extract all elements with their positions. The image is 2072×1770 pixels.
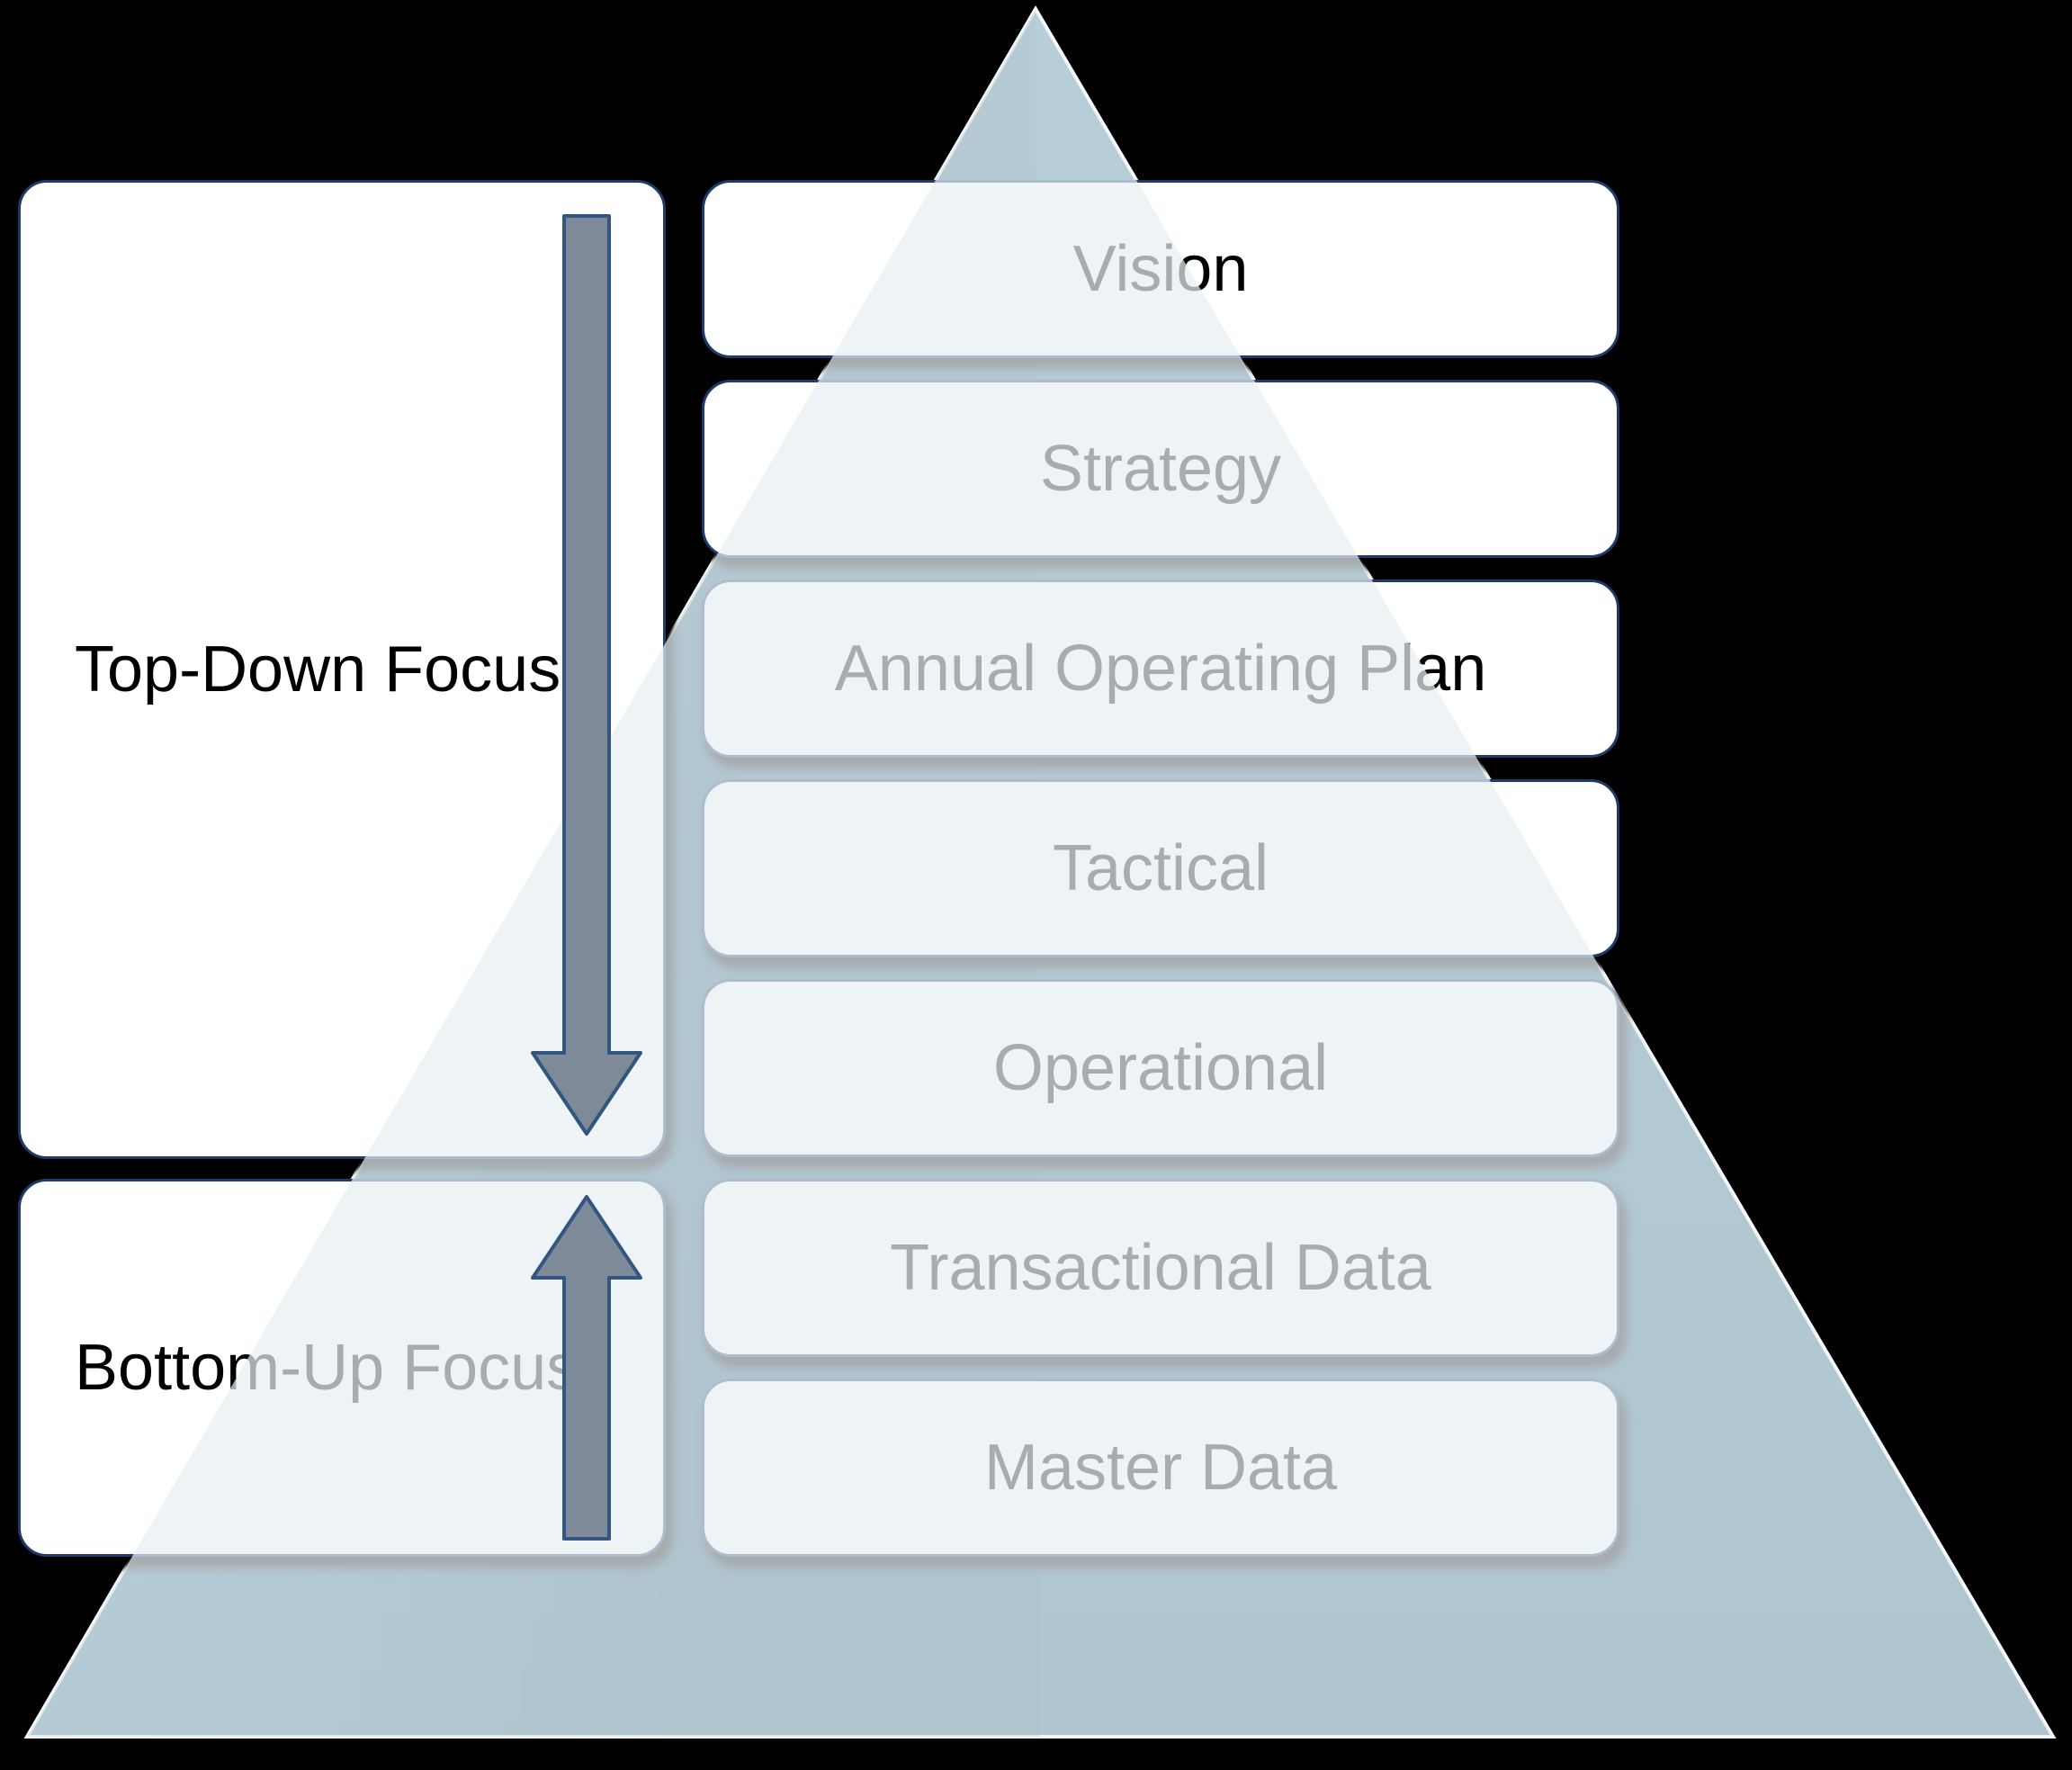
right-box-4: Operational [702, 979, 1619, 1157]
right-box-1-label: Strategy [1040, 432, 1281, 506]
right-box-4-label: Operational [993, 1031, 1328, 1105]
left-box-0: Top-Down Focus [18, 180, 666, 1159]
right-box-5-label: Transactional Data [890, 1231, 1431, 1305]
right-box-0-label: Vision [1073, 232, 1249, 306]
right-box-1: Strategy [702, 380, 1619, 558]
left-box-1-label: Bottom-Up Focus [75, 1331, 579, 1405]
right-box-3: Tactical [702, 779, 1619, 957]
right-box-2-label: Annual Operating Plan [835, 632, 1487, 705]
diagram-stage: Top-Down Focus Bottom-Up Focus Vision Strat… [0, 0, 2072, 1770]
right-box-6: Master Data [702, 1379, 1619, 1557]
left-box-0-label: Top-Down Focus [75, 633, 561, 706]
right-box-5: Transactional Data [702, 1179, 1619, 1357]
left-box-1: Bottom-Up Focus [18, 1179, 666, 1557]
right-box-0: Vision [702, 180, 1619, 358]
right-box-6-label: Master Data [984, 1431, 1337, 1505]
right-box-2: Annual Operating Plan [702, 580, 1619, 758]
right-box-3-label: Tactical [1053, 831, 1269, 905]
